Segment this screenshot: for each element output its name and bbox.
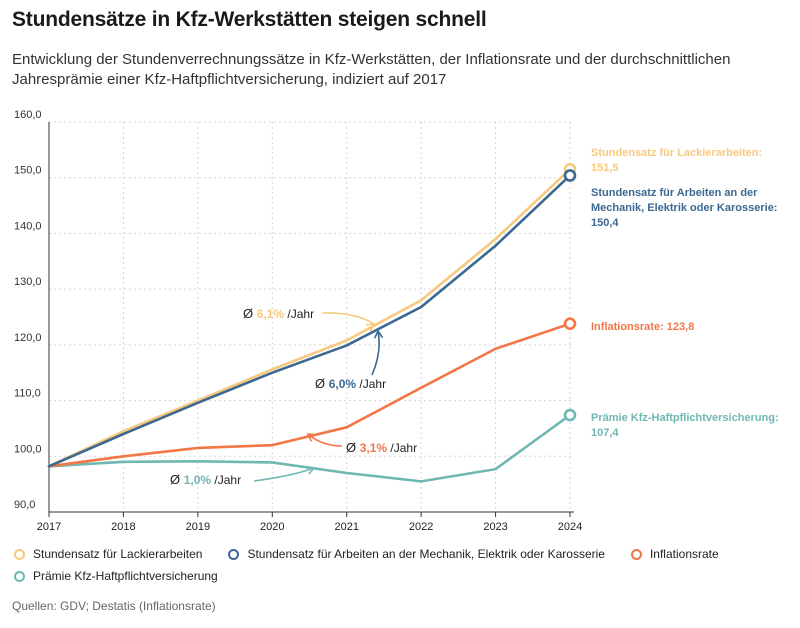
legend-marker-mech: [228, 548, 240, 560]
end-label-line: 107,4: [591, 427, 619, 439]
legend-label-lack: Stundensatz für Lackierarbeiten: [33, 547, 203, 561]
x-tick-label: 2021: [334, 521, 358, 533]
end-marker-infl: [563, 317, 577, 330]
legend: Stundensatz für Lackierarbeiten Stundens…: [14, 543, 794, 587]
annotation-arrowhead: [365, 323, 376, 332]
y-tick-label: 90,0: [14, 499, 35, 511]
x-tick-label: 2017: [37, 521, 61, 533]
x-tick-label: 2022: [409, 521, 433, 533]
series-line-lack: [47, 168, 572, 468]
chart-title: Stundensätze in Kfz-Werkstätten steigen …: [12, 8, 487, 31]
annotation-infl: Ø 3,1% /Jahr: [346, 440, 417, 455]
x-tick-label: 2018: [111, 521, 135, 533]
legend-row-2: Prämie Kfz-Haftpflichtversicherung: [14, 565, 794, 587]
y-tick-label: 110,0: [14, 388, 41, 400]
end-label-line: Stundensatz für Lackierarbeiten:: [591, 147, 762, 159]
legend-item-mech[interactable]: Stundensatz für Arbeiten an der Mechanik…: [228, 547, 605, 561]
y-tick-label: 130,0: [14, 276, 42, 288]
x-axis: 2017 2018 2019 2020 2021 2022 2023 2024: [37, 511, 582, 533]
x-tick-label: 2019: [186, 521, 210, 533]
legend-marker-infl: [630, 548, 642, 560]
end-label-mech: Stundensatz für Arbeiten an der Mechanik,…: [591, 187, 777, 229]
end-labels: Stundensatz für Lackierarbeiten: 151,5Stu…: [591, 147, 779, 439]
legend-item-lack[interactable]: Stundensatz für Lackierarbeiten: [14, 547, 202, 561]
annotation-arrowhead: [373, 329, 384, 339]
end-label-infl: Inflationsrate: 123,8: [591, 321, 694, 333]
annotation-symbol: Ø: [315, 376, 329, 391]
x-tick-label: 2023: [483, 521, 507, 533]
end-marker-praemie: [563, 408, 577, 422]
x-tick-label: 2024: [558, 521, 582, 533]
legend-row-1: Stundensatz für Lackierarbeiten Stundens…: [14, 543, 794, 565]
y-axis: 90,0 100,0 110,0 120,0 130,0 140,0 150,0 160,0: [14, 109, 50, 512]
annotation-symbol: Ø: [170, 472, 184, 487]
annotation-value: 3,1%: [360, 441, 388, 455]
legend-label-mech: Stundensatz für Arbeiten an der Mechanik…: [247, 547, 605, 561]
y-tick-label: 160,0: [14, 109, 42, 121]
end-marker-mech: [563, 169, 577, 182]
annotation-unit: /Jahr: [387, 441, 417, 455]
series-line-praemie: [47, 413, 572, 483]
legend-marker-lack: [14, 548, 25, 560]
source-note: Quellen: GDV; Destatis (Inflationsrate): [12, 599, 216, 613]
y-tick-label: 140,0: [14, 220, 42, 232]
end-label-lack: Stundensatz für Lackierarbeiten: 151,5: [591, 147, 762, 174]
annotation-unit: /Jahr: [284, 307, 314, 321]
end-label-line: 150,4: [591, 217, 619, 229]
annotation-value: 6,1%: [257, 307, 285, 321]
annotation-arrowhead: [305, 465, 316, 475]
annotation-arrow-mech: [371, 330, 380, 376]
annotation-lack: Ø 6,1% /Jahr: [243, 306, 314, 321]
end-label-line: Stundensatz für Arbeiten an der: [591, 187, 758, 199]
annotation-mech: Ø 6,0% /Jahr: [315, 376, 386, 391]
annotation-arrow-infl: [307, 433, 343, 447]
legend-label-praemie: Prämie Kfz-Haftpflichtversicherung: [33, 569, 218, 583]
annotation-arrow-praemie: [253, 467, 315, 482]
annotation-value: 1,0%: [184, 473, 212, 487]
series-line-mech: [47, 174, 572, 468]
legend-label-infl: Inflationsrate: [649, 547, 719, 561]
annotation-praemie: Ø 1,0% /Jahr: [170, 472, 241, 487]
annotation-unit: /Jahr: [356, 377, 386, 391]
y-tick-label: 120,0: [14, 332, 42, 344]
annotation-arrowhead: [306, 433, 317, 442]
y-tick-label: 100,0: [14, 443, 42, 455]
annotation-value: 6,0%: [329, 377, 357, 391]
annotation-unit: /Jahr: [211, 473, 241, 487]
annotation-symbol: Ø: [346, 440, 360, 455]
end-label-line: Prämie Kfz-Haftpflichtversicherung:: [591, 412, 779, 424]
chart-subtitle: Entwicklung der Stundenverrechnungssätze…: [12, 51, 731, 88]
end-label-line: Inflationsrate: 123,8: [591, 321, 694, 333]
legend-marker-praemie: [14, 570, 25, 582]
end-label-praemie: Prämie Kfz-Haftpflichtversicherung: 107,4: [591, 412, 779, 439]
end-label-line: 151,5: [591, 162, 619, 174]
line-chart: 90,0100,0110,0120,0130,0140,0150,0160,0 …: [14, 109, 779, 533]
legend-item-praemie[interactable]: Prämie Kfz-Haftpflichtversicherung: [14, 569, 218, 583]
annotation-symbol: Ø: [243, 306, 257, 321]
legend-item-infl[interactable]: Inflationsrate: [630, 547, 719, 561]
annotation-arrow-lack: [321, 312, 375, 325]
y-tick-label: 150,0: [14, 165, 42, 177]
x-tick-label: 2020: [260, 521, 284, 533]
end-label-line: Mechanik, Elektrik oder Karosserie:: [591, 202, 777, 214]
